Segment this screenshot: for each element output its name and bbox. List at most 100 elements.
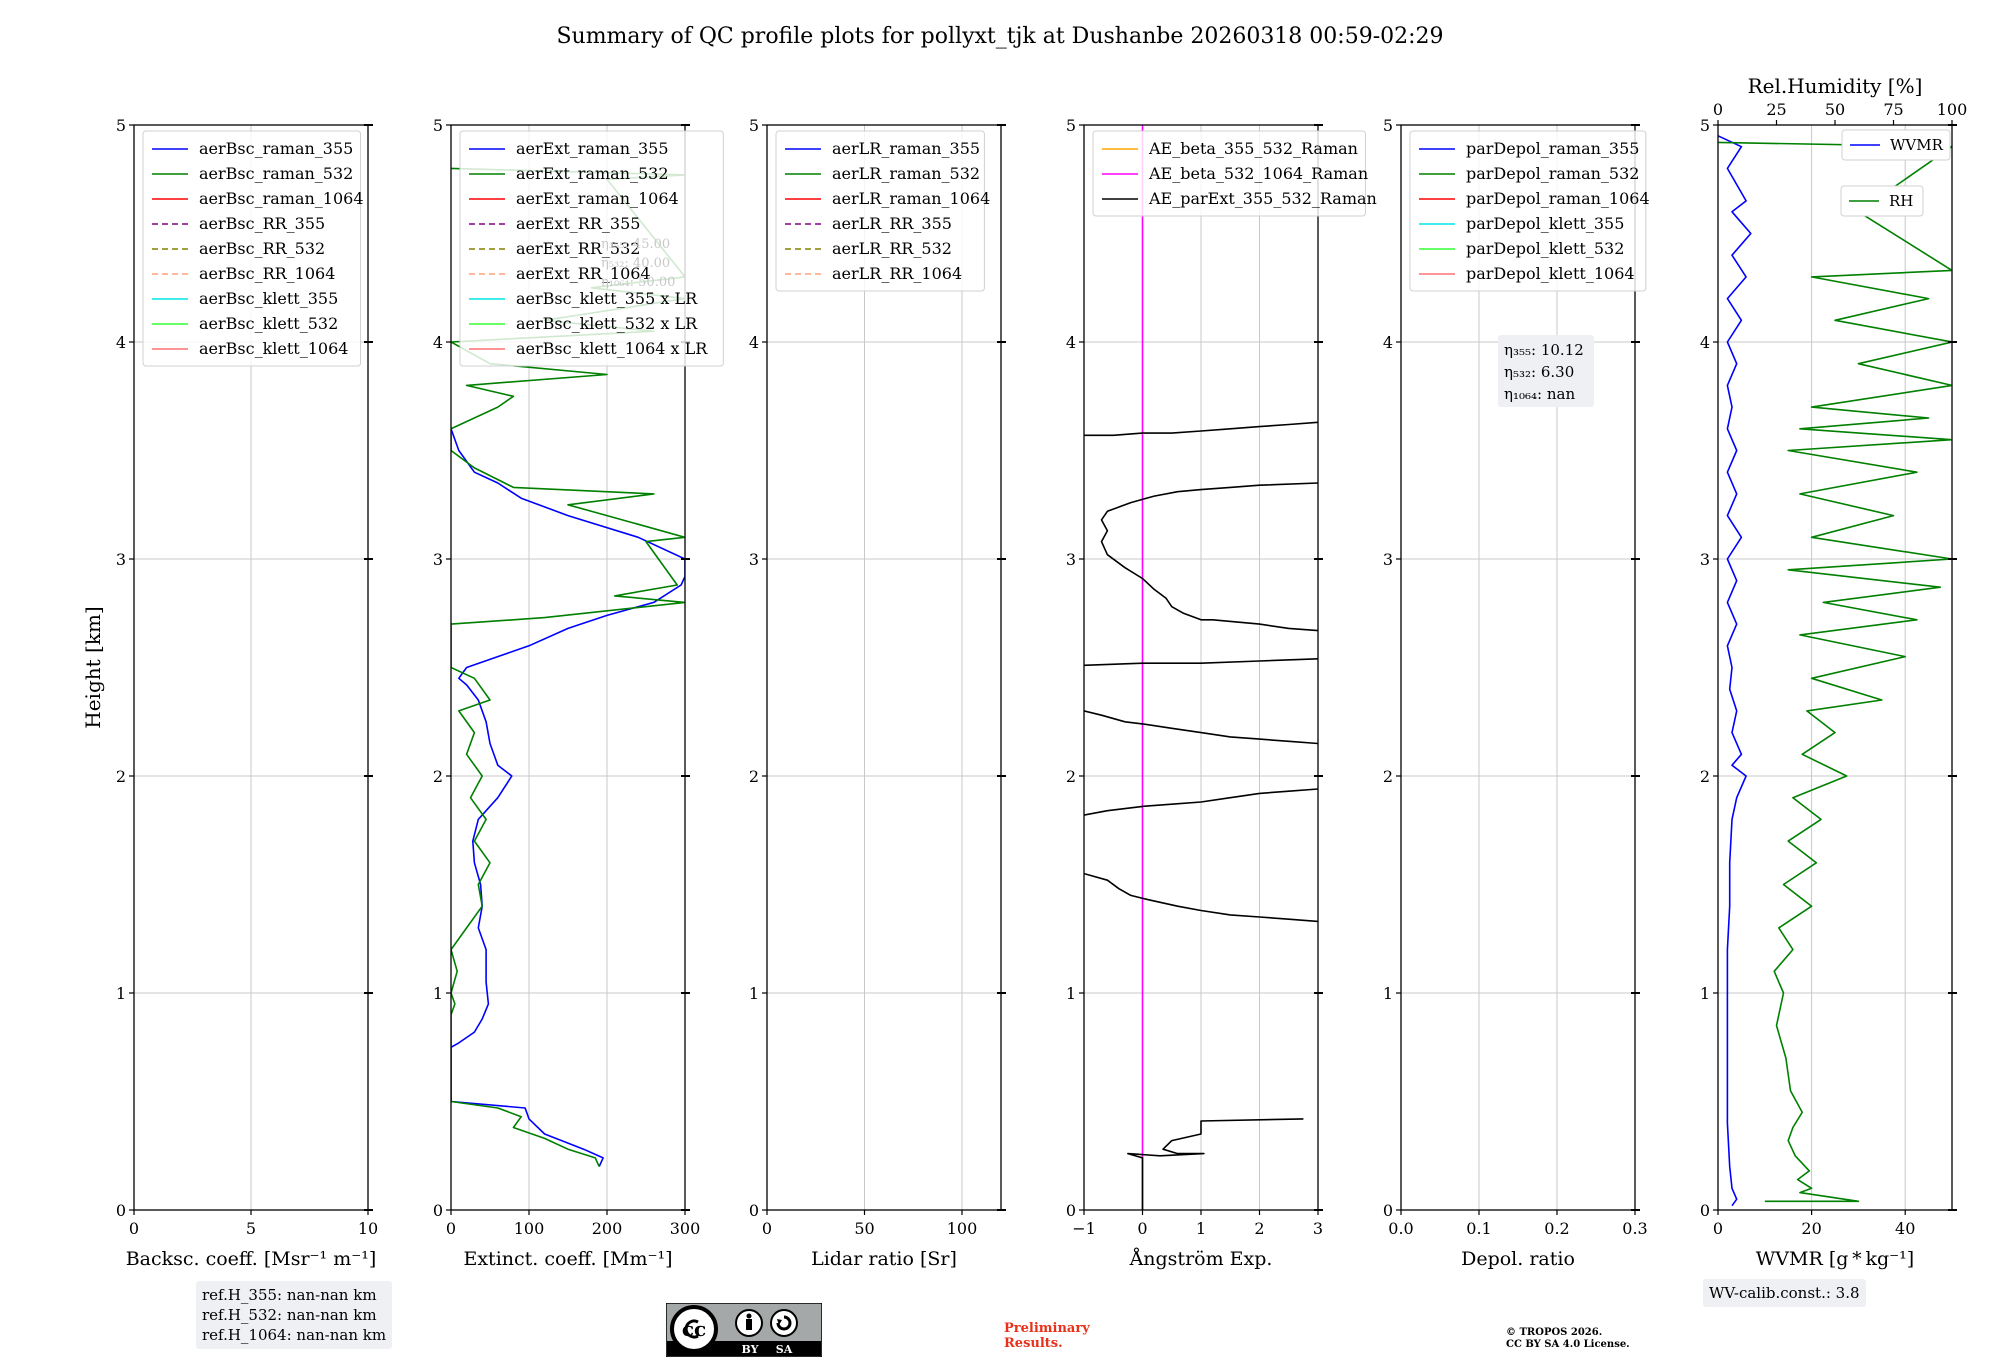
eta-value: η₅₃₂: 40.00 [601, 256, 670, 271]
eta-value: η₃₅₅: 10.12 [1504, 341, 1584, 359]
series-group [1718, 135, 1952, 1207]
x-axis-label: Extinct. coeff. [Mm⁻¹] [463, 1248, 672, 1270]
top-x-tick-label: 75 [1883, 100, 1903, 119]
series-line-ae-parext-355-532-raman [1084, 421, 1318, 437]
eta-value: η₁₀₆₄: nan [1504, 385, 1575, 403]
y-tick-label: 4 [1383, 333, 1393, 352]
y-tick-label: 1 [433, 984, 443, 1003]
legend-label: aerLR_RR_1064 [832, 264, 962, 283]
y-tick-label: 1 [1700, 984, 1710, 1003]
legend-label: parDepol_klett_1064 [1466, 264, 1635, 283]
y-tick-label: 0 [1700, 1201, 1710, 1220]
series-line-ae-parext-355-532-raman [1100, 482, 1318, 632]
x-tick-label: 300 [670, 1219, 701, 1238]
y-tick-label: 0 [1066, 1201, 1076, 1220]
legend: aerBsc_raman_355 aerBsc_raman_532 aerBsc_r… [142, 130, 364, 367]
y-tick-label: 2 [433, 767, 443, 786]
y-tick-label: 0 [1383, 1201, 1393, 1220]
series-group [1084, 125, 1318, 1210]
x-tick-label: 100 [947, 1219, 978, 1238]
top-x-tick-label: 0 [1713, 100, 1723, 119]
x-tick-label: 50 [854, 1219, 874, 1238]
x-tick-label: 10 [358, 1219, 378, 1238]
reference-height-box: ref.H_355: nan-nan km ref.H_532: nan-nan… [196, 1281, 393, 1349]
series-line-ae-parext-355-532-raman [1084, 658, 1318, 667]
x-tick-label: 0.0 [1388, 1219, 1413, 1238]
series-line-ae-parext-355-532-raman [1084, 710, 1318, 745]
legend-label: parDepol_raman_355 [1466, 139, 1639, 158]
legend-label: aerLR_RR_532 [832, 239, 952, 258]
series-line-ae-parext-355-532-raman [1127, 1118, 1304, 1210]
series-line-ae-parext-355-532-raman [1084, 872, 1318, 923]
y-tick-label: 3 [1700, 550, 1710, 569]
legend-label: aerBsc_klett_355 x LR [516, 289, 698, 308]
legend-label: aerLR_raman_1064 [832, 189, 990, 208]
legend: parDepol_raman_355 parDepol_raman_532 parD… [1409, 130, 1650, 292]
legend-label: aerBsc_klett_1064 x LR [516, 339, 708, 358]
x-axis-label: WVMR [g * kg⁻¹] [1756, 1248, 1914, 1270]
chart-panel-extinction: 0 1 2 3 4 5 0 100 200 300 Extinct. coeff. [Mm⁻¹] ae… [433, 116, 724, 1270]
legend-label: aerBsc_raman_355 [199, 139, 353, 158]
y-tick-label: 3 [116, 550, 126, 569]
y-tick-label: 4 [749, 333, 759, 352]
sa-share-icon [770, 1309, 798, 1337]
legend-label: aerBsc_klett_355 [199, 289, 338, 308]
y-tick-label: 2 [1383, 767, 1393, 786]
x-tick-label: 200 [592, 1219, 623, 1238]
ref-height-532: ref.H_532: nan-nan km [202, 1306, 377, 1324]
figure-title: Summary of QC profile plots for pollyxt_… [556, 24, 1443, 49]
legend-box [142, 130, 362, 367]
x-tick-label: 0 [762, 1219, 772, 1238]
y-tick-label: 4 [1700, 333, 1710, 352]
eta-info-box: η₃₅₅: 10.12 η₅₃₂: 6.30 η₁₀₆₄: nan [1498, 335, 1594, 407]
y-tick-label: 5 [433, 116, 443, 135]
x-tick-label: −1 [1072, 1219, 1096, 1238]
cc-license-badge: cc BY SA [666, 1303, 822, 1357]
x-axis-label: Depol. ratio [1461, 1248, 1575, 1270]
legend: aerLR_raman_355 aerLR_raman_532 aerLR_rama… [775, 130, 990, 292]
legend-label: parDepol_klett_532 [1466, 239, 1624, 258]
legend-label: aerBsc_raman_1064 [199, 189, 364, 208]
cc-logo-icon [670, 1305, 718, 1353]
x-tick-label: 1 [1196, 1219, 1206, 1238]
y-tick-label: 5 [1066, 116, 1076, 135]
y-tick-label: 5 [116, 116, 126, 135]
wv-calibration-constant: WV-calib.const.: 3.8 [1709, 1284, 1860, 1302]
x-axis-label: Backsc. coeff. [Msr⁻¹ m⁻¹] [126, 1248, 377, 1270]
legend-box [1092, 130, 1366, 217]
legend-label: AE_beta_355_532_Raman [1148, 139, 1358, 158]
legend-label: aerBsc_raman_532 [199, 164, 353, 183]
legend-box [1841, 129, 1951, 161]
legend: AE_beta_355_532_Raman AE_beta_532_1064_Ra… [1092, 130, 1377, 217]
cc-by-label: BY [742, 1343, 759, 1356]
eta-value: η₅₃₂: 6.30 [1504, 363, 1574, 381]
wv-calibration-box: WV-calib.const.: 3.8 [1703, 1279, 1866, 1307]
y-tick-label: 2 [1700, 767, 1710, 786]
y-tick-label: 0 [433, 1201, 443, 1220]
legend-label: aerLR_raman_355 [832, 139, 980, 158]
top-x-axis-label: Rel.Humidity [%] [1748, 74, 1923, 98]
y-axis-label: Height [km] [81, 606, 105, 728]
x-tick-label: 100 [514, 1219, 545, 1238]
eta-box-bg [1498, 335, 1594, 407]
top-x-tick-label: 25 [1766, 100, 1786, 119]
y-tick-label: 2 [749, 767, 759, 786]
top-x-tick-label: 100 [1937, 100, 1968, 119]
legend-label: aerExt_raman_1064 [516, 189, 679, 208]
series-line-ae-parext-355-532-raman [1084, 788, 1318, 816]
series-line-wvmr [1718, 135, 1752, 1207]
x-tick-label: 0 [1137, 1219, 1147, 1238]
y-tick-label: 3 [1066, 550, 1076, 569]
legend-label: parDepol_raman_532 [1466, 164, 1639, 183]
eta-info-box: η₃₅₅: 45.00 η₅₃₂: 40.00 η₁₀₆₄: 50.00 [601, 237, 675, 290]
legend-label: aerBsc_RR_1064 [199, 264, 335, 283]
top-x-tick-label: 50 [1825, 100, 1845, 119]
y-tick-label: 3 [749, 550, 759, 569]
chart-panel-backscatter: 0 1 2 3 4 5 0 5 10 Backsc. coeff. [Msr⁻¹ m⁻¹] Heig… [81, 116, 378, 1270]
x-axis-label: Lidar ratio [Sr] [811, 1248, 957, 1270]
y-tick-label: 5 [749, 116, 759, 135]
y-tick-label: 5 [1383, 116, 1393, 135]
